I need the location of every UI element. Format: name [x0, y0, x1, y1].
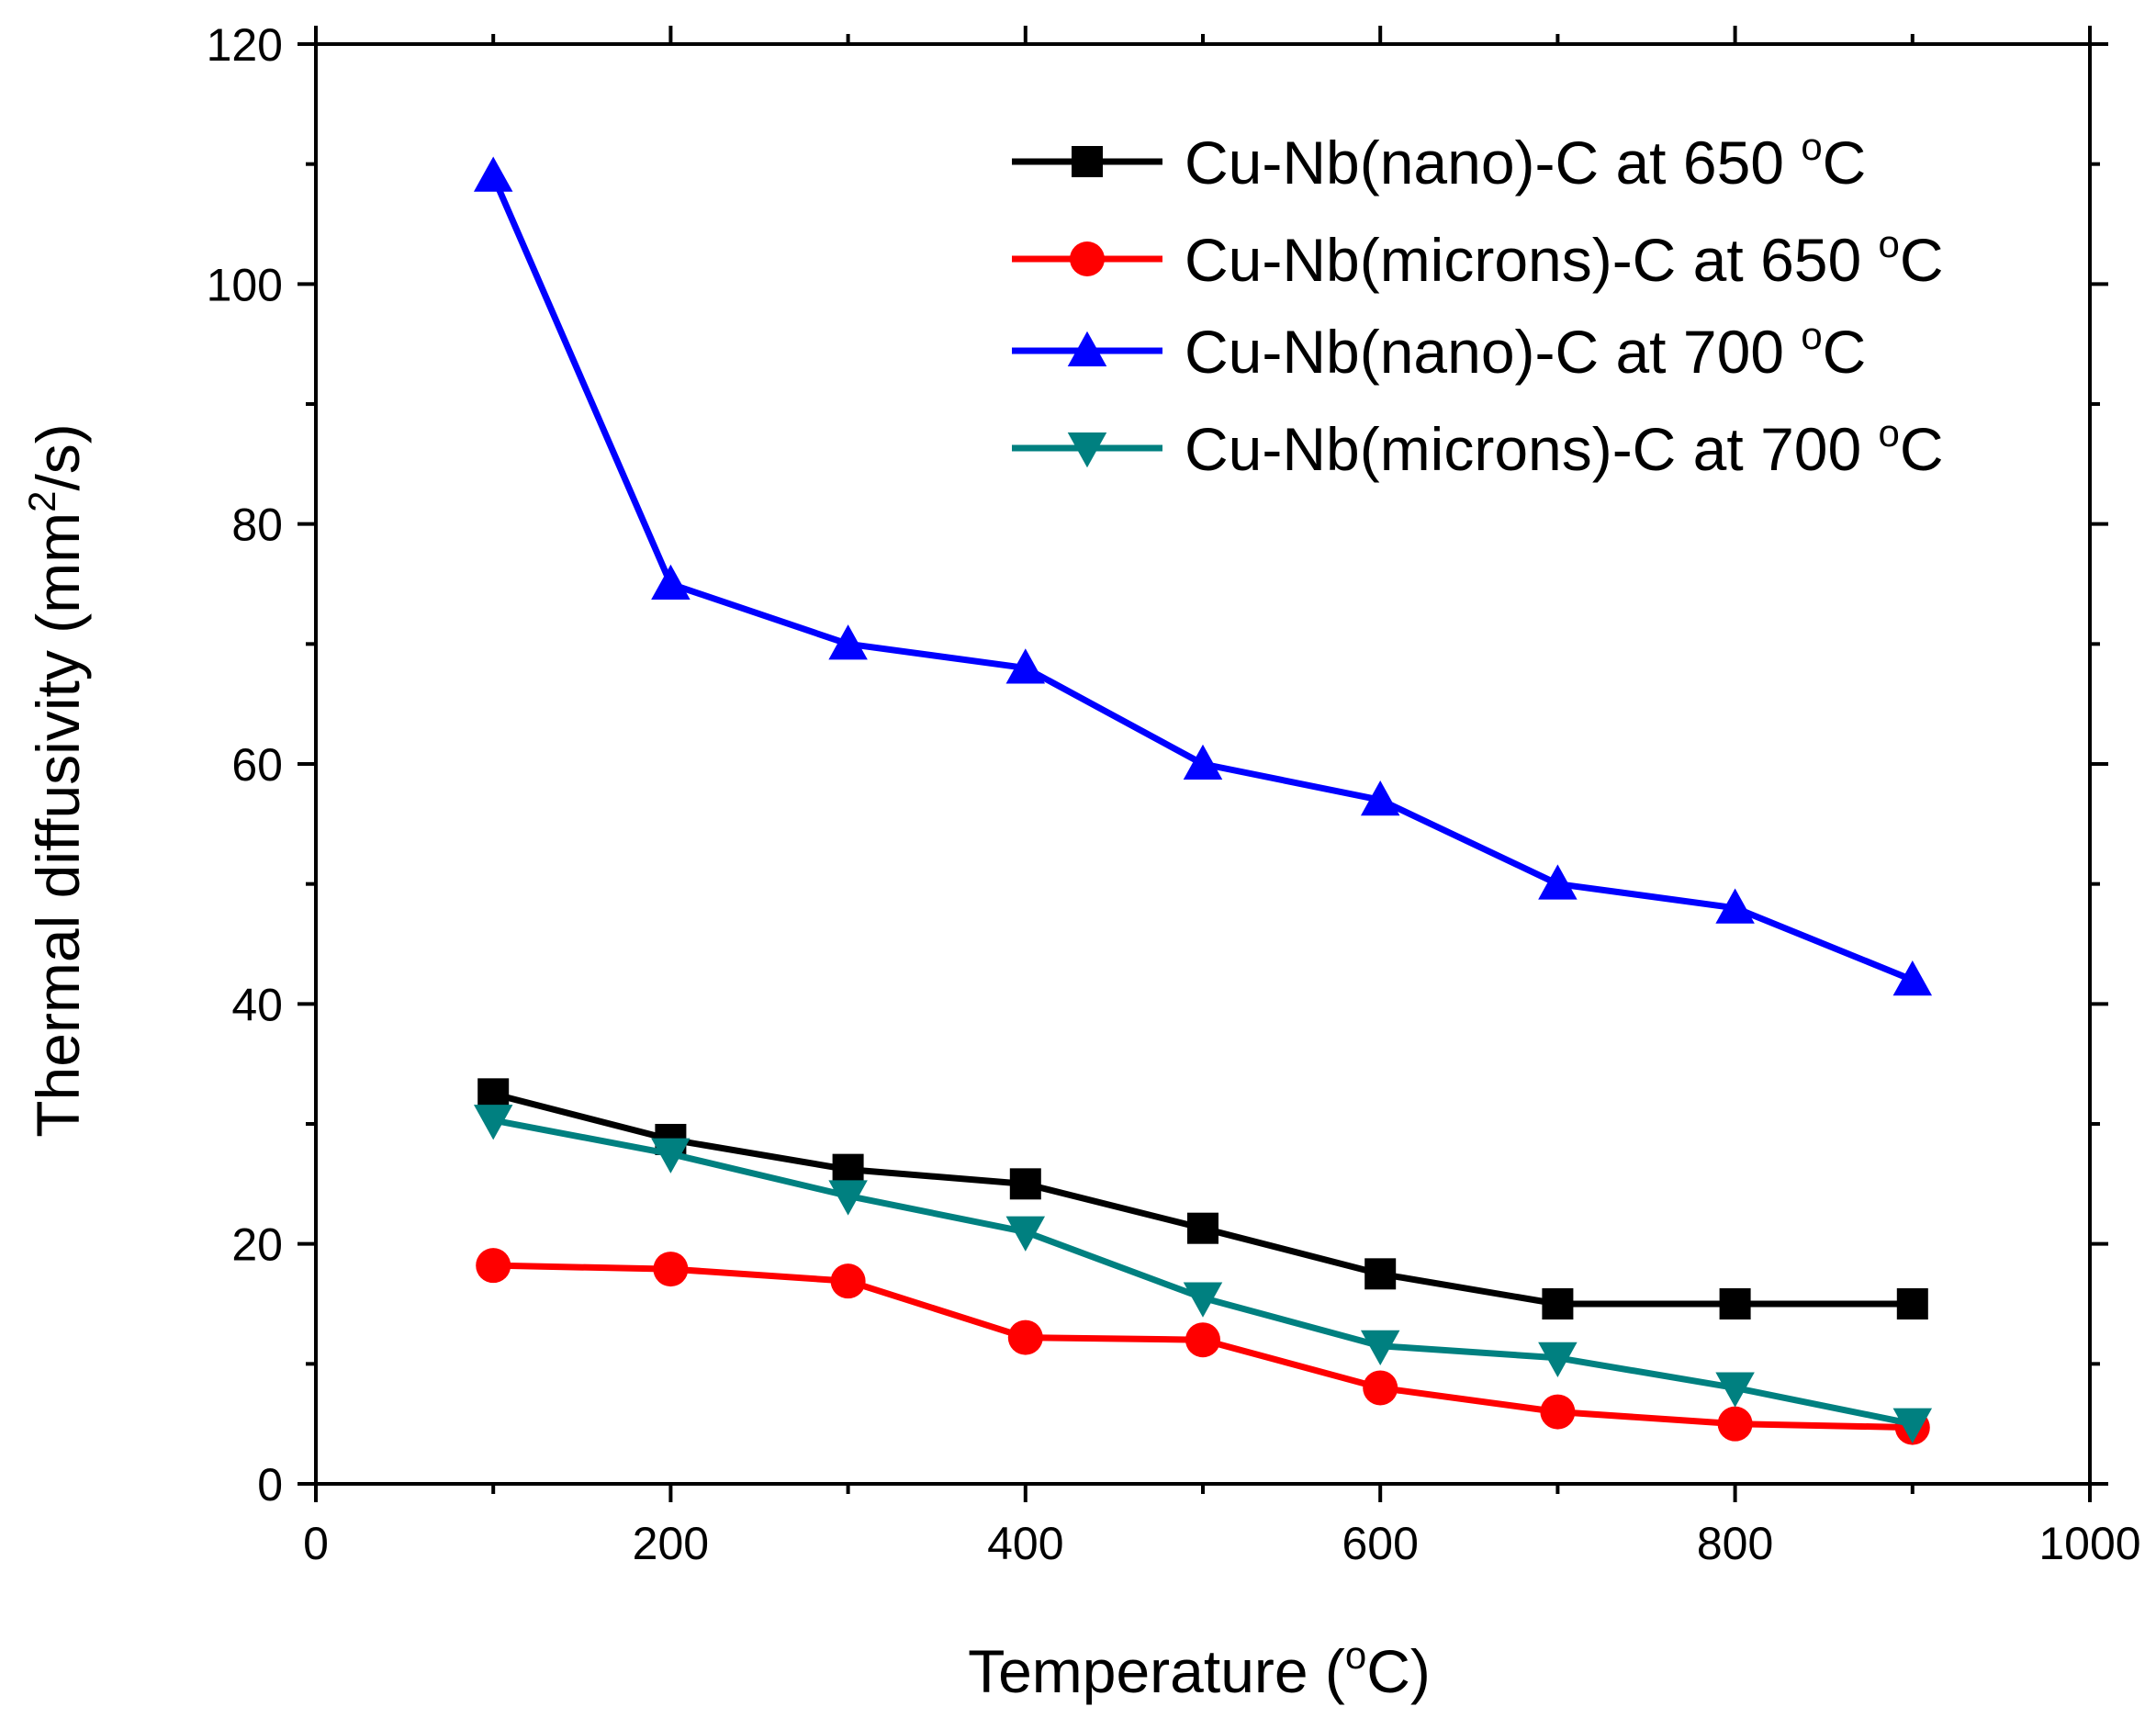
tick-labels: 0 200 400 600 800 1000 0 20 40 60 80 100 120: [207, 19, 2141, 1569]
legend-item: Cu-Nb(microns)-C at 700 oC: [1012, 411, 1944, 483]
x-tick-label: 0: [303, 1518, 329, 1569]
legend-marker: [1067, 432, 1107, 468]
data-point: [1009, 1168, 1041, 1200]
data-point: [1183, 744, 1223, 780]
x-tick-label: 400: [987, 1518, 1063, 1569]
data-point: [473, 156, 513, 192]
legend: Cu-Nb(nano)-C at 650 oC Cu-Nb(microns)-C …: [1012, 125, 1944, 483]
y-tick-label: 60: [231, 739, 283, 791]
data-point: [1005, 648, 1046, 684]
y-tick-label: 0: [257, 1459, 283, 1510]
series-2: [473, 156, 1933, 996]
legend-marker: [1067, 331, 1107, 366]
data-point: [1896, 1288, 1928, 1319]
data-point: [1538, 864, 1578, 900]
data-point: [1183, 1282, 1223, 1318]
legend-marker: [1072, 146, 1103, 177]
legend-label: Cu-Nb(nano)-C at 700 oC: [1185, 314, 1866, 386]
legend-item: Cu-Nb(nano)-C at 700 oC: [1012, 314, 1866, 386]
legend-marker: [1070, 241, 1105, 276]
data-point: [1363, 1370, 1398, 1406]
data-point: [828, 1180, 868, 1216]
legend-item: Cu-Nb(microns)-C at 650 oC: [1012, 222, 1944, 294]
legend-item: Cu-Nb(nano)-C at 650 oC: [1012, 125, 1866, 197]
data-point: [1719, 1288, 1751, 1319]
series-0: [477, 1078, 1928, 1319]
series-3: [473, 1105, 1933, 1443]
data-point: [1360, 780, 1400, 816]
data-point: [832, 1153, 864, 1185]
y-axis-title: Thermal diffusivity (mm2/s): [20, 423, 92, 1138]
data-point: [476, 1248, 511, 1284]
data-point: [651, 564, 691, 600]
y-tick-label: 40: [231, 979, 283, 1030]
data-point: [1542, 1288, 1574, 1319]
y-tick-label: 20: [231, 1219, 283, 1271]
series-group: [473, 156, 1933, 1445]
data-point: [1540, 1394, 1576, 1430]
x-tick-label: 1000: [2038, 1518, 2140, 1569]
y-tick-label: 100: [207, 259, 283, 310]
data-point: [1005, 1216, 1046, 1252]
data-point: [1717, 1406, 1753, 1442]
data-point: [477, 1078, 510, 1110]
data-point: [828, 624, 868, 660]
data-point: [1187, 1212, 1218, 1244]
data-point: [1364, 1258, 1397, 1290]
data-point: [1715, 1372, 1755, 1408]
legend-label: Cu-Nb(nano)-C at 650 oC: [1185, 125, 1866, 197]
data-point: [473, 1105, 513, 1140]
data-point: [830, 1263, 866, 1299]
data-point: [1007, 1319, 1043, 1355]
x-tick-label: 200: [633, 1518, 709, 1569]
axis-ticks: [298, 26, 2108, 1502]
legend-label: Cu-Nb(microns)-C at 650 oC: [1185, 222, 1944, 294]
data-point: [1892, 960, 1933, 996]
x-axis-title: Temperature (oC): [968, 1634, 1431, 1705]
x-tick-label: 600: [1342, 1518, 1418, 1569]
data-point: [1538, 1342, 1578, 1378]
x-tick-label: 800: [1697, 1518, 1773, 1569]
data-point: [653, 1252, 689, 1287]
data-point: [1715, 888, 1755, 924]
y-tick-label: 120: [207, 19, 283, 71]
data-point: [1360, 1330, 1400, 1365]
data-point: [1892, 1408, 1933, 1443]
data-point: [1185, 1322, 1220, 1358]
data-point: [651, 1138, 691, 1173]
legend-label: Cu-Nb(microns)-C at 700 oC: [1185, 411, 1944, 483]
y-tick-label: 80: [231, 500, 283, 551]
